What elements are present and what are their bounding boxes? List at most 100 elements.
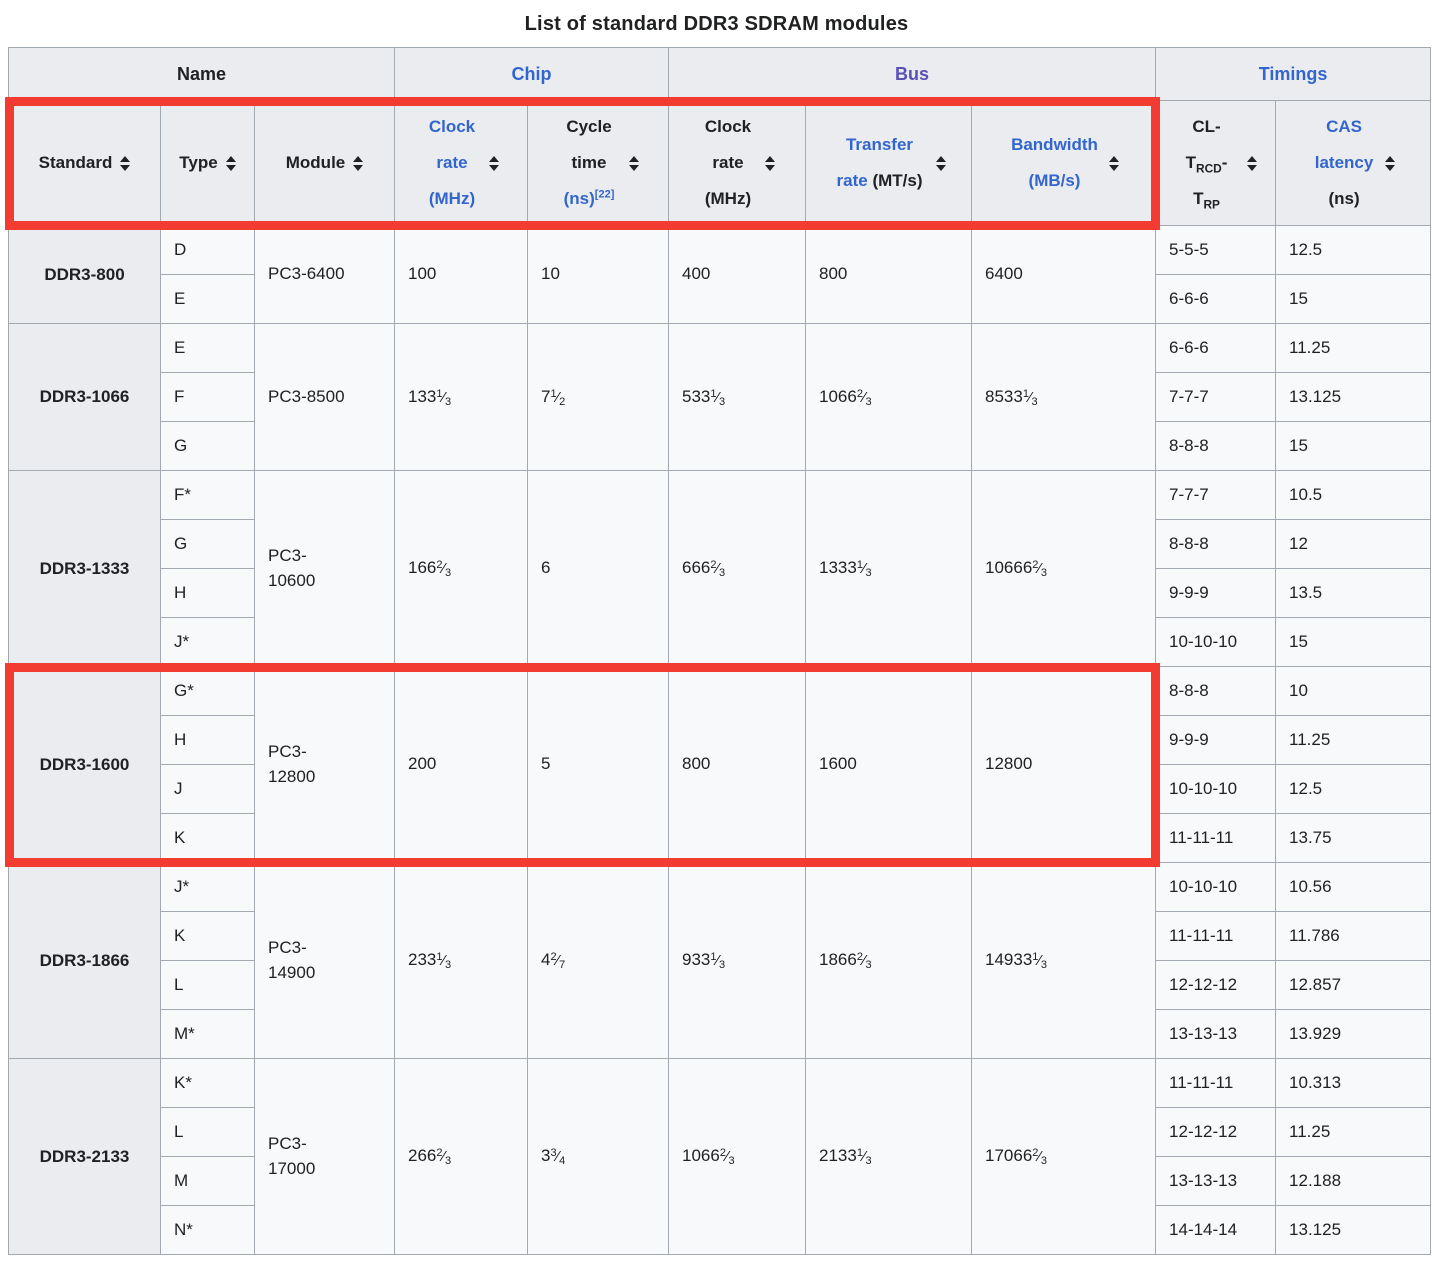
- table-row: J 10-10-10 12.5: [9, 764, 1432, 814]
- cl-label-part1: CL-T: [1185, 117, 1221, 173]
- sort-icon[interactable]: [1385, 155, 1396, 171]
- standard-cell: DDR3-1866: [8, 862, 161, 1059]
- sort-icon[interactable]: [1246, 155, 1257, 171]
- table-row: F 7-7-7 13.125: [9, 372, 1432, 422]
- column-header-chip-clock-rate[interactable]: Clock rate (MHz): [394, 100, 528, 226]
- column-header-cl-trcd-trp[interactable]: CL-TRCD-TRP: [1155, 100, 1277, 226]
- sort-up-arrow: [1385, 155, 1396, 162]
- type-cell: H: [160, 568, 255, 618]
- cycle-time-cell: 71⁄2: [527, 323, 669, 471]
- group-header-timings-link[interactable]: Timings: [1258, 63, 1328, 84]
- type-cell: J*: [160, 862, 255, 912]
- table-row: K 11-11-11 11.786: [9, 911, 1432, 961]
- cl-timings-cell: 11-11-11: [1155, 813, 1277, 863]
- cas-latency-cell: 11.25: [1275, 715, 1432, 765]
- group-header-chip[interactable]: Chip: [394, 47, 669, 101]
- sort-down-arrow: [1246, 164, 1257, 171]
- sort-icon[interactable]: [225, 155, 236, 171]
- cas-latency-cell: 12: [1275, 519, 1432, 569]
- cl-timings-cell: 12-12-12: [1155, 960, 1277, 1010]
- column-header-type[interactable]: Type: [160, 100, 255, 226]
- table-row: DDR3-800 D PC3-6400 100 10 400 800 6400 5-5-5 12.…: [8, 225, 1432, 324]
- bus-clock-rate-cell: 10662⁄3: [668, 1058, 806, 1255]
- column-header-transfer-rate[interactable]: Transfer rate (MT/s): [805, 100, 972, 226]
- bus-clock-rate-cell: 9331⁄3: [668, 862, 806, 1059]
- cycle-time-cell: 33⁄4: [527, 1058, 669, 1255]
- column-header-cas-latency[interactable]: CAS latency (ns): [1275, 100, 1432, 226]
- sort-up-arrow: [629, 155, 639, 162]
- transfer-rate-cell: 1600: [805, 666, 972, 863]
- sort-up-arrow: [225, 155, 236, 162]
- sort-down-arrow: [353, 164, 364, 171]
- cl-timings-cell: 14-14-14: [1155, 1205, 1277, 1255]
- transfer-rate-cell: 10662⁄3: [805, 323, 972, 471]
- standard-cell: DDR3-1333: [8, 470, 161, 667]
- table-row: DDR3-1066 E PC3-8500 1331⁄3 71⁄2 5331⁄3 10662⁄…: [8, 323, 1432, 471]
- group-header-chip-link[interactable]: Chip: [511, 63, 552, 84]
- sort-icon[interactable]: [765, 155, 775, 171]
- reference-22-link[interactable]: [22]: [594, 188, 615, 201]
- column-header-cycle-time[interactable]: Cycle time (ns)[22]: [527, 100, 669, 226]
- type-cell: L: [160, 1107, 255, 1157]
- column-header-bandwidth[interactable]: Bandwidth (MB/s): [970, 100, 1157, 226]
- cas-latency-link[interactable]: CAS latency: [1314, 117, 1374, 173]
- cas-latency-cell: 12.857: [1275, 960, 1432, 1010]
- cas-latency-cell: 15: [1275, 617, 1432, 667]
- cl-label-sub-rp: RP: [1203, 197, 1220, 212]
- standard-cell: DDR3-1600: [8, 666, 161, 863]
- type-cell: F: [160, 372, 255, 422]
- group-header-name-label: Name: [176, 63, 227, 84]
- sort-icon[interactable]: [1108, 155, 1119, 171]
- group-header-name: Name: [8, 47, 395, 101]
- cl-timings-cell: 10-10-10: [1155, 617, 1277, 667]
- ddr3-modules-table: Name Chip Bus Timings Standard Type Modu…: [8, 47, 1432, 1255]
- chip-clock-rate-unit-link[interactable]: (MHz): [428, 188, 476, 208]
- bus-clock-rate-unit: (MHz): [704, 188, 752, 208]
- sort-icon[interactable]: [120, 155, 131, 171]
- chip-clock-rate-cell: 100: [394, 225, 528, 324]
- type-cell: F*: [160, 470, 255, 520]
- sort-down-arrow: [120, 164, 131, 171]
- cas-latency-cell: 10.5: [1275, 470, 1432, 520]
- cas-latency-cell: 11.786: [1275, 911, 1432, 961]
- cl-timings-cell: 8-8-8: [1155, 421, 1277, 471]
- group-header-bus-link[interactable]: Bus: [895, 63, 930, 84]
- sort-icon[interactable]: [353, 155, 364, 171]
- chip-clock-rate-link[interactable]: Clock rate: [428, 117, 476, 173]
- cl-timings-cell: 13-13-13: [1155, 1009, 1277, 1059]
- cycle-time-cell: 6: [527, 470, 669, 667]
- group-header-bus[interactable]: Bus: [667, 47, 1157, 101]
- module-cell: PC3- 14900: [254, 862, 395, 1059]
- sort-icon[interactable]: [489, 155, 499, 171]
- sort-down-arrow: [1108, 164, 1119, 171]
- group-header-timings[interactable]: Timings: [1155, 47, 1432, 101]
- cas-latency-cell: 10: [1275, 666, 1432, 716]
- chip-clock-rate-cell: 200: [394, 666, 528, 863]
- column-header-bus-clock-rate[interactable]: Clock rate (MHz): [668, 100, 806, 226]
- type-cell: E: [160, 274, 255, 324]
- transfer-rate-link[interactable]: Transfer rate: [836, 135, 914, 190]
- table-row: N* 14-14-14 13.125: [9, 1205, 1432, 1255]
- module-cell: PC3- 10600: [254, 470, 395, 667]
- type-cell: J*: [160, 617, 255, 667]
- cl-timings-cell: 11-11-11: [1155, 1058, 1277, 1108]
- chip-clock-rate-cell: 2331⁄3: [394, 862, 528, 1059]
- column-header-module[interactable]: Module: [254, 100, 395, 226]
- type-cell: L: [160, 960, 255, 1010]
- bandwidth-unit-link[interactable]: (MB/s): [1028, 171, 1081, 190]
- chip-clock-rate-cell: 2662⁄3: [394, 1058, 528, 1255]
- cl-timings-cell: 8-8-8: [1155, 519, 1277, 569]
- table-row: E 6-6-6 15: [9, 274, 1432, 324]
- sort-down-arrow: [629, 164, 639, 171]
- sort-icon[interactable]: [936, 155, 946, 171]
- cycle-time-cell: 5: [527, 666, 669, 863]
- bus-clock-rate-label: Clock rate: [704, 117, 752, 173]
- transfer-rate-cell: 21331⁄3: [805, 1058, 972, 1255]
- column-header-standard[interactable]: Standard: [8, 100, 161, 226]
- cl-timings-cell: 5-5-5: [1155, 225, 1277, 275]
- cl-timings-cell: 13-13-13: [1155, 1156, 1277, 1206]
- sort-icon[interactable]: [629, 155, 639, 171]
- cycle-time-unit-link[interactable]: (ns): [563, 188, 595, 208]
- bandwidth-link[interactable]: Bandwidth: [1011, 135, 1098, 155]
